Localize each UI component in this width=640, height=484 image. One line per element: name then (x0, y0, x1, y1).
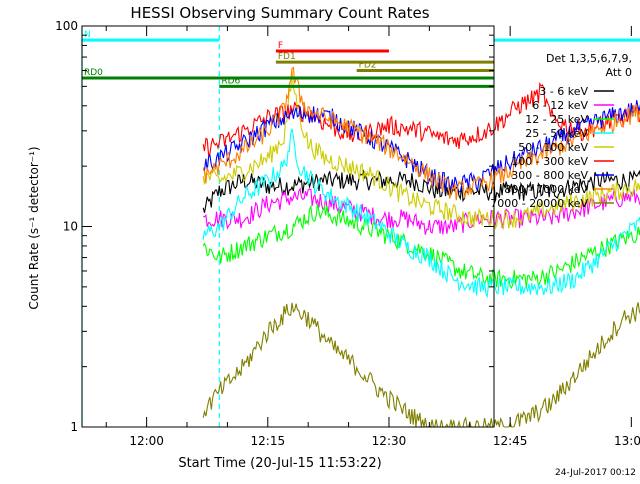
chart-title: HESSI Observing Summary Count Rates (130, 4, 429, 22)
y-tick-label-0: 1 (70, 420, 78, 434)
y-tick-label-2: 100 (55, 19, 78, 33)
x-tick-label-0: 12:00 (129, 434, 164, 448)
series-line-4 (202, 69, 640, 231)
x-tick-label-2: 12:30 (372, 434, 407, 448)
legend-label-3: 25 - 50 keV (525, 127, 588, 140)
series-line-3 (202, 128, 640, 298)
y-axis-title: Count Rate (s⁻¹ detector⁻¹) (27, 146, 41, 309)
series-3 (202, 128, 640, 298)
y-tick-label-1: 10 (63, 220, 78, 234)
series-line-2 (202, 203, 640, 290)
series-0 (202, 169, 640, 213)
legend-label-8: 7000 - 20000 keV (490, 197, 588, 210)
x-tick-label-3: 12:45 (493, 434, 528, 448)
annotation-label-rd6: RD6 (221, 76, 240, 86)
series-6 (202, 100, 640, 193)
legend-label-2: 12 - 25 keV (525, 113, 588, 126)
x-axis-title: Start Time (20-Jul-15 11:53:22) (178, 456, 381, 471)
x-tick-label-4: 13:00 (614, 434, 640, 448)
legend-label-6: 300 - 800 keV (511, 169, 588, 182)
legend-header-line2: Att 0 (606, 66, 632, 79)
legend-label-1: 6 - 12 keV (532, 99, 588, 112)
annotation-label-n: N (84, 30, 91, 40)
annotation-label-rd0: RD0 (84, 68, 103, 78)
legend-header-line1: Det 1,3,5,6,7,9, (546, 52, 632, 65)
legend-label-0: 3 - 6 keV (539, 85, 588, 98)
x-tick-label-1: 12:15 (251, 434, 286, 448)
legend-label-5: 100 - 300 keV (511, 155, 588, 168)
legend-label-4: 50 - 100 keV (518, 141, 588, 154)
legend-label-7: 800 - 7000 keV (504, 183, 588, 196)
annotation-label-fd1: FD1 (278, 52, 296, 62)
series-2 (202, 203, 640, 290)
series-line-6 (202, 100, 640, 193)
annotation-label-fd2: FD2 (359, 60, 377, 70)
footer-date: 24-Jul-2017 00:12 (555, 468, 636, 478)
annotation-label-f: F (278, 41, 283, 51)
series-line-0 (202, 169, 640, 213)
series-4 (202, 69, 640, 231)
